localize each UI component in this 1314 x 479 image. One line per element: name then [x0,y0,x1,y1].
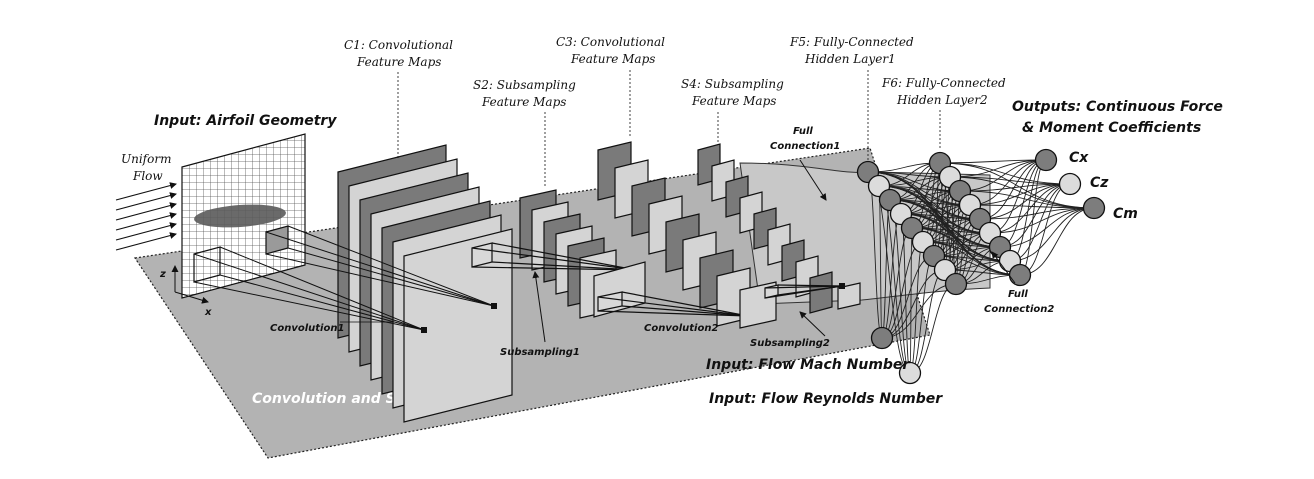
full-connection1-label-line1: Full [793,126,813,137]
uniform-flow-arrows [115,182,177,251]
s2-label-line1: S2: Subsampling [473,78,576,92]
airfoil-shape [194,204,286,228]
f6-out-edge-2-1 [949,159,1047,178]
f6-out-edge-4-2 [969,183,1071,206]
output-cz-label: Cz [1090,175,1109,191]
full-connection2-arrow [991,251,1016,284]
uniform-flow-label-line1: Uniform [121,152,171,166]
c3-label-line1: C3: Convolutional [556,35,665,49]
input-geometry-label: Input: Airfoil Geometry [154,113,337,129]
axis-z-label: z [159,269,166,280]
f5-label-line2: Hidden Layer1 [804,52,896,66]
c1-map-7 [403,228,513,423]
outputs-label-line2: & Moment Coefficients [1022,120,1201,136]
subsampling2-label: Subsampling2 [750,338,830,349]
subsampling2-box [764,284,843,299]
axes-indicator [171,265,209,304]
full-connection1-arrow [799,159,827,201]
convolution2-box [597,291,749,317]
s4-label-line1: S4: Subsampling [681,77,784,91]
f6-out-edge-2-3 [949,176,1095,209]
convolution1-label: Convolution1 [270,323,344,334]
c1-label-line2: Feature Maps [356,55,441,69]
f6-out-edge-5-3 [979,207,1095,220]
output-cx-label: Cx [1069,150,1089,166]
f6-out-edge-9-3 [1019,207,1095,276]
subsampling2-arrow [799,311,826,337]
subsampling1-box [471,242,637,271]
reynolds-input-label: Input: Flow Reynolds Number [709,391,943,407]
f6-node-9 [1008,263,1032,287]
output-node-cm [1082,196,1106,220]
f6-out-edge-3-1 [959,159,1047,192]
mach-input-label: Input: Flow Mach Number [706,357,910,373]
convolution-sampling-plane [133,147,931,459]
c1-neuron-2 [491,303,497,309]
reynolds-input-node [898,361,922,385]
c3-label-line2: Feature Maps [570,52,655,66]
f6-out-edge-5-2 [979,183,1071,220]
s4-label-line2: Feature Maps [691,94,776,108]
f6-out-edge-6-3 [989,207,1095,234]
full-connection1-label-line2: Connection1 [770,141,840,152]
f6-out-edge-6-2 [989,183,1071,234]
s4-neuron [839,283,845,289]
f5-label-line1: F5: Fully-Connected [789,35,914,49]
s4-last-map [837,282,861,310]
subsampling1-label: Subsampling1 [500,347,580,358]
output-node-cx [1034,148,1058,172]
f6-label-line1: F6: Fully-Connected [881,76,1006,90]
convolution2-label: Convolution2 [644,323,718,334]
c1-feature-maps [337,144,513,423]
s4-map-9 [809,271,833,314]
f5-node-9 [944,272,968,296]
f6-out-edge-8-3 [1009,207,1095,262]
f6-out-edge-7-3 [999,207,1095,248]
f6-out-edge-3-2 [959,183,1071,192]
outputs-label-line1: Outputs: Continuous Force [1012,99,1223,115]
c1-neuron-1 [421,327,427,333]
c1-kernel-lines [193,225,495,331]
s2-label-line2: Feature Maps [481,95,566,109]
fully-connected-nodes [856,148,1106,385]
axis-x-label: x [204,307,212,318]
uniform-flow-label-line2: Flow [132,169,163,183]
subsampling1-arrow [532,271,546,343]
f6-out-edge-1-1 [939,159,1047,164]
full-connection2-label-line1: Full [1008,289,1028,300]
full-connection2-label-line2: Connection2 [984,304,1054,315]
f6-label-line2: Hidden Layer2 [896,93,988,107]
mach-input-node [870,326,894,350]
output-cm-label: Cm [1113,206,1138,222]
c1-label-line1: C1: Convolutional [344,38,453,52]
output-node-cz [1058,172,1082,196]
